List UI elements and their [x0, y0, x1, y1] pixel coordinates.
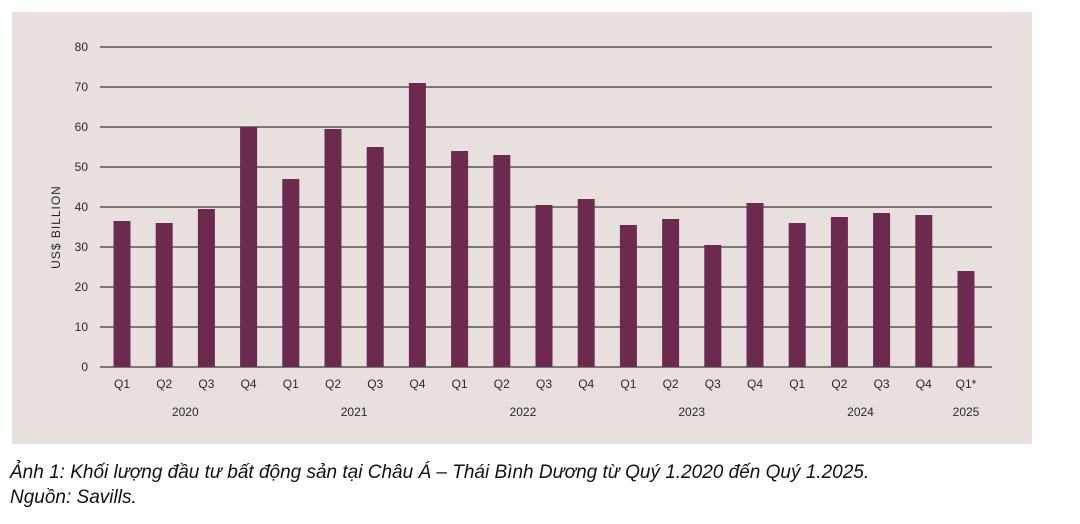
y-tick-label: 10 [75, 320, 89, 334]
x-tick-label: Q1 [114, 377, 130, 391]
bar-q1star-20 [957, 271, 975, 367]
bar-q2-1 [155, 223, 173, 367]
y-axis-title: US$ BILLION [49, 185, 63, 269]
bar-q4-19 [915, 215, 933, 367]
chart-panel: 0 10 20 30 40 50 60 70 80 Q1 Q2 Q3 Q4 Q1 Q2 Q3 Q4 Q1 Q2 Q3… [12, 12, 1032, 444]
x-tick-label: Q2 [663, 377, 679, 391]
bar-q3-6 [366, 147, 384, 367]
bar-q2-9 [493, 155, 511, 367]
x-tick-label: Q1* [956, 377, 977, 391]
bar-q4-15 [746, 203, 764, 367]
year-label-2020: 2020 [172, 405, 199, 419]
bar-q3-10 [535, 205, 553, 367]
figure-caption: Ảnh 1: Khối lượng đầu tư bất động sản tạ… [10, 460, 1070, 510]
year-label-2023: 2023 [678, 405, 705, 419]
bar-q4-7 [408, 83, 426, 367]
bar-q1-8 [451, 151, 469, 367]
caption-title: Ảnh 1: Khối lượng đầu tư bất động sản tạ… [10, 462, 870, 483]
x-tick-label: Q3 [705, 377, 721, 391]
x-tick-label: Q3 [198, 377, 214, 391]
bar-q2-17 [830, 217, 848, 367]
y-tick-label: 20 [75, 280, 89, 294]
y-tick-label: 0 [81, 360, 88, 374]
x-tick-label: Q3 [874, 377, 890, 391]
bar-q1-4 [282, 179, 300, 367]
bar-q2-5 [324, 129, 342, 367]
x-tick-label: Q1 [452, 377, 468, 391]
y-tick-label: 50 [75, 160, 89, 174]
x-tick-label: Q3 [367, 377, 383, 391]
year-label-2021: 2021 [341, 405, 368, 419]
bar-q3-2 [197, 209, 215, 367]
bar-q3-18 [873, 213, 891, 367]
x-tick-label: Q2 [494, 377, 510, 391]
bar-q1-16 [788, 223, 806, 367]
x-tick-label: Q4 [409, 377, 425, 391]
bar-q1-0 [113, 221, 131, 367]
bars [113, 83, 975, 367]
x-tick-label: Q3 [536, 377, 552, 391]
bar-chart: 0 10 20 30 40 50 60 70 80 Q1 Q2 Q3 Q4 Q1 Q2 Q3 Q4 Q1 Q2 Q3… [49, 40, 992, 419]
y-tick-label: 80 [75, 40, 89, 54]
x-tick-label: Q1 [283, 377, 299, 391]
x-tick-labels: Q1 Q2 Q3 Q4 Q1 Q2 Q3 Q4 Q1 Q2 Q3 Q4 Q1 Q2 Q3 Q4 Q1 Q2 Q3 Q4… [114, 377, 977, 391]
x-tick-label: Q4 [747, 377, 763, 391]
y-tick-labels: 0 10 20 30 40 50 60 70 80 [75, 40, 89, 374]
y-tick-label: 60 [75, 120, 89, 134]
x-tick-label: Q1 [789, 377, 805, 391]
x-tick-label: Q2 [831, 377, 847, 391]
x-tick-label: Q4 [578, 377, 594, 391]
x-tick-label: Q4 [916, 377, 932, 391]
caption-source: Nguồn: Savills. [10, 487, 137, 508]
year-labels: 2020 2021 2022 2023 2024 2025 [172, 405, 980, 419]
y-tick-label: 70 [75, 80, 89, 94]
year-label-2025: 2025 [953, 405, 980, 419]
bar-q4-3 [240, 127, 258, 367]
bar-q4-11 [577, 199, 595, 367]
bar-q1-12 [619, 225, 637, 367]
y-tick-label: 30 [75, 240, 89, 254]
bar-q3-14 [704, 245, 722, 367]
x-tick-label: Q1 [620, 377, 636, 391]
x-tick-label: Q2 [156, 377, 172, 391]
y-tick-label: 40 [75, 200, 89, 214]
bar-q2-13 [662, 219, 680, 367]
x-tick-label: Q4 [241, 377, 257, 391]
year-label-2022: 2022 [510, 405, 537, 419]
year-label-2024: 2024 [847, 405, 874, 419]
x-tick-label: Q2 [325, 377, 341, 391]
